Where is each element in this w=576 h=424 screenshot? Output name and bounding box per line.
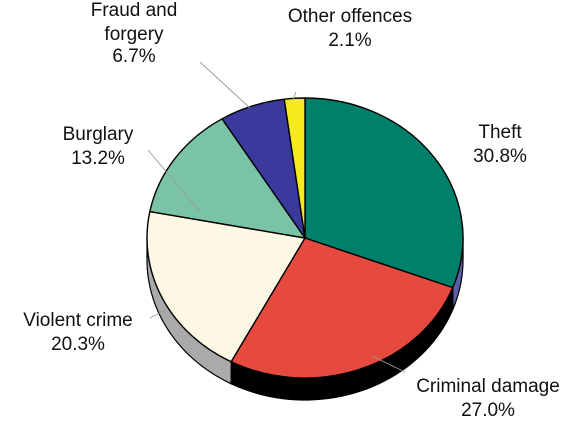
label-violent-crime: Violent crime [23, 310, 132, 331]
pie-slice-other-offences [283, 97, 306, 239]
leader-line-other-offences [292, 91, 297, 101]
pie-slice-theft [304, 97, 464, 289]
leader-line-fraud-and-forgery [199, 61, 251, 109]
label-burglary: Burglary [63, 124, 134, 145]
label-other-offences: Other offences [288, 6, 412, 27]
label-theft: Theft [478, 122, 522, 143]
leader-line-criminal-damage [371, 355, 406, 373]
leader-line-violent-crime [149, 309, 166, 319]
value-label-criminal-damage: 27.0% [461, 400, 515, 421]
value-label-fraud-and-forgery: 6.7% [112, 46, 155, 67]
pie-slice-violent-crime [146, 210, 306, 363]
label-criminal-damage: Criminal damage [416, 376, 560, 397]
pie-slice-criminal-damage [230, 237, 454, 379]
pie-slice-burglary [149, 118, 306, 239]
leader-line-burglary [147, 149, 201, 213]
value-label-theft: 30.8% [473, 146, 527, 167]
label-fraud-and-forgery: Fraud and forgery [91, 0, 178, 45]
value-label-violent-crime: 20.3% [51, 334, 105, 355]
value-label-burglary: 13.2% [71, 148, 125, 169]
value-label-other-offences: 2.1% [328, 30, 371, 51]
